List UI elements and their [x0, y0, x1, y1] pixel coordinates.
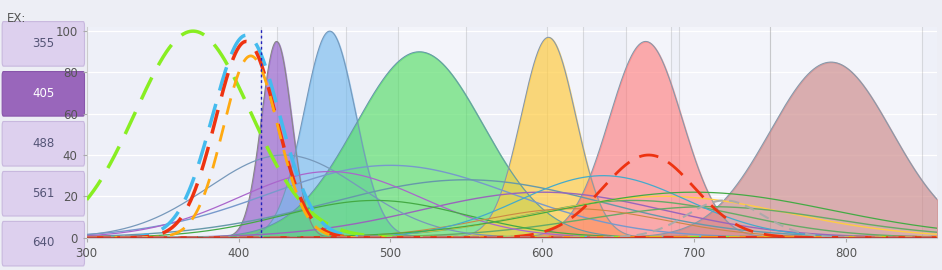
- Text: 561: 561: [32, 187, 55, 200]
- Bar: [313, 15, 347, 242]
- FancyBboxPatch shape: [2, 122, 85, 166]
- Text: EX:: EX:: [7, 12, 26, 25]
- FancyBboxPatch shape: [2, 22, 85, 66]
- Text: 640: 640: [32, 237, 55, 249]
- FancyBboxPatch shape: [2, 221, 85, 266]
- FancyBboxPatch shape: [2, 171, 85, 216]
- Bar: [771, 15, 922, 242]
- Text: 355: 355: [32, 37, 55, 50]
- Bar: [547, 15, 583, 242]
- Bar: [261, 15, 277, 242]
- Bar: [398, 15, 466, 242]
- Bar: [625, 15, 672, 242]
- Text: 405: 405: [32, 87, 55, 100]
- Text: 488: 488: [32, 137, 55, 150]
- FancyBboxPatch shape: [2, 72, 85, 116]
- Bar: [679, 15, 771, 242]
